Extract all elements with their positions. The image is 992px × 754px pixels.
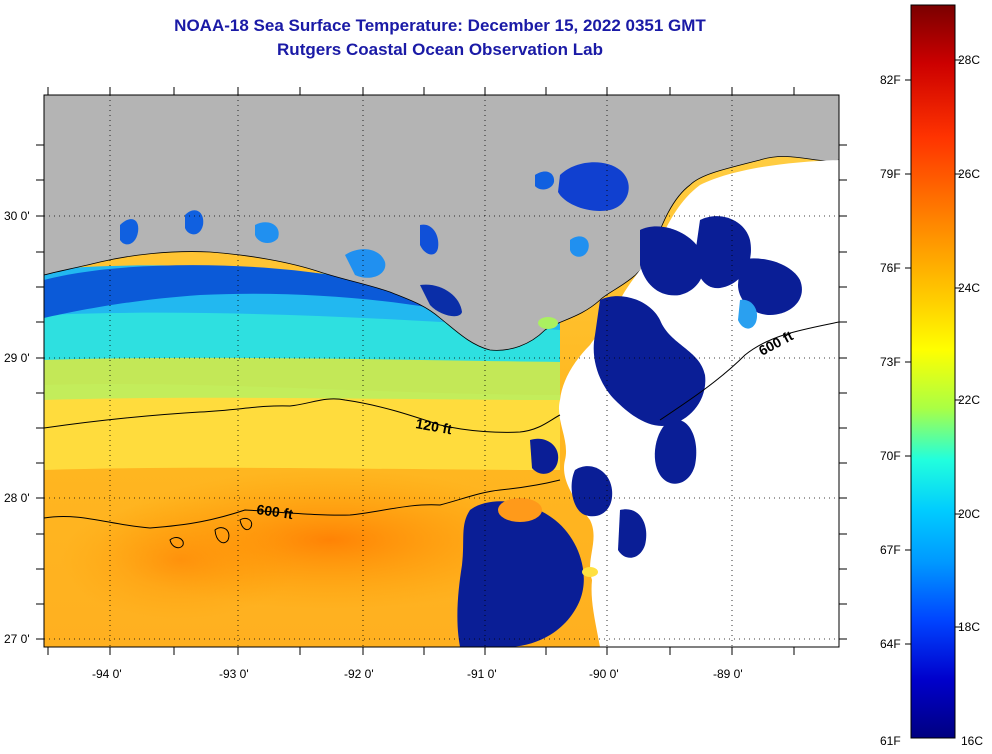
colorbar-fahrenheit-label: 73F [880, 355, 901, 369]
latitude-label: 30 0' [4, 209, 30, 223]
colorbar-fahrenheit-label: 70F [880, 449, 901, 463]
colorbar-fahrenheit-label: 76F [880, 261, 901, 275]
colorbar-celsius-label: 24C [958, 281, 980, 295]
longitude-label: -92 0' [344, 667, 374, 681]
latitude-label: 27 0' [4, 632, 30, 646]
colorbar-fahrenheit-label: 79F [880, 167, 901, 181]
longitude-label: -93 0' [219, 667, 249, 681]
contour-120ft-line [44, 398, 561, 433]
colorbar-celsius-label: 20C [958, 507, 980, 521]
longitude-label: -94 0' [92, 667, 122, 681]
map-gridlines [44, 95, 839, 647]
temperature-colorbar [910, 4, 956, 739]
colorbar-fahrenheit-label: 67F [880, 543, 901, 557]
colorbar-fahrenheit-label: 64F [880, 637, 901, 651]
colorbar-fahrenheit-label: 61F [880, 734, 901, 748]
longitude-label: -89 0' [713, 667, 743, 681]
contour-label: 120 ft [414, 415, 453, 437]
colorbar-celsius-label: 18C [958, 620, 980, 634]
contour-label: 600 ft [256, 501, 295, 522]
colorbar-celsius-label: 26C [958, 167, 980, 181]
latitude-label: 28 0' [4, 491, 30, 505]
map-title: NOAA-18 Sea Surface Temperature: Decembe… [174, 16, 706, 35]
map-subtitle: Rutgers Coastal Ocean Observation Lab [277, 40, 603, 59]
map-area [44, 95, 839, 647]
map-frame [43, 94, 840, 648]
colorbar-celsius-label: 28C [958, 53, 980, 67]
colorbar-fahrenheit-label: 82F [880, 73, 901, 87]
latitude-label: 29 0' [4, 351, 30, 365]
contour-600ft-east-line [659, 321, 839, 421]
colorbar-celsius-label: 22C [958, 393, 980, 407]
contour-600ft-line [44, 479, 561, 529]
axis-ticks [36, 87, 847, 655]
longitude-label: -90 0' [589, 667, 619, 681]
colorbar-celsius-label: 16C [961, 734, 983, 748]
longitude-label: -91 0' [467, 667, 497, 681]
